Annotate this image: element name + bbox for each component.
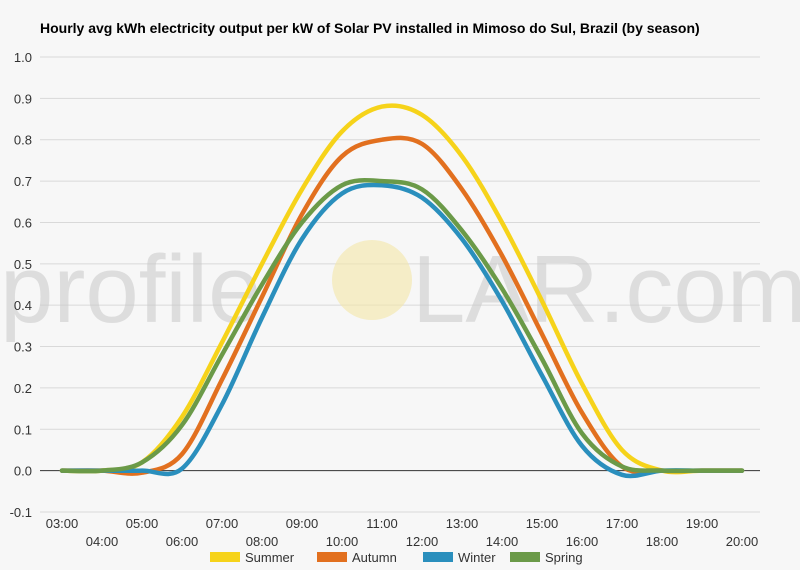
x-tick-label: 13:00 [446, 516, 479, 531]
legend: Summer Autumn Winter Spring [210, 550, 583, 565]
x-tick-label: 20:00 [726, 534, 759, 549]
legend-label-spring: Spring [545, 550, 583, 565]
x-tick-label: 08:00 [246, 534, 279, 549]
y-tick-label: 0.2 [14, 381, 32, 396]
y-tick-label: 0.1 [14, 422, 32, 437]
watermark-text-left: profile [0, 236, 261, 343]
y-tick-label: 0.4 [14, 298, 32, 313]
legend-swatch-autumn [317, 552, 347, 562]
y-tick-label: 0.6 [14, 215, 32, 230]
series-lines [59, 103, 745, 479]
chart-title: Hourly avg kWh electricity output per kW… [40, 20, 700, 36]
x-tick-label: 09:00 [286, 516, 319, 531]
watermark: profile LAR.com [0, 236, 800, 343]
watermark-sun-icon [332, 240, 412, 320]
x-tick-label: 19:00 [686, 516, 719, 531]
y-tick-label: 1.0 [14, 50, 32, 65]
x-tick-label: 12:00 [406, 534, 439, 549]
y-tick-label: 0.3 [14, 340, 32, 355]
x-tick-label: 18:00 [646, 534, 679, 549]
y-axis-ticks: 1.0 0.9 0.8 0.7 0.6 0.5 0.4 0.3 0.2 0.1 0.0 -0.1 [10, 50, 32, 520]
series-line-spring [59, 178, 745, 474]
legend-label-autumn: Autumn [352, 550, 397, 565]
legend-label-winter: Winter [458, 550, 496, 565]
legend-swatch-winter [423, 552, 453, 562]
x-tick-label: 15:00 [526, 516, 559, 531]
legend-label-summer: Summer [245, 550, 295, 565]
x-axis-ticks: 03:00 04:00 05:00 06:00 07:00 08:00 09:00 10:00… [46, 516, 759, 549]
x-tick-label: 16:00 [566, 534, 599, 549]
y-tick-label: 0.7 [14, 174, 32, 189]
x-tick-label: 05:00 [126, 516, 159, 531]
x-tick-label: 06:00 [166, 534, 199, 549]
y-tick-label: 0.0 [14, 464, 32, 479]
x-tick-label: 04:00 [86, 534, 119, 549]
y-tick-label: 0.9 [14, 91, 32, 106]
x-tick-label: 11:00 [366, 516, 398, 531]
series-line-winter [59, 182, 745, 479]
x-tick-label: 07:00 [206, 516, 239, 531]
x-tick-label: 14:00 [486, 534, 519, 549]
x-tick-label: 17:00 [606, 516, 639, 531]
y-tick-label: 0.5 [14, 257, 32, 272]
legend-swatch-spring [510, 552, 540, 562]
legend-swatch-summer [210, 552, 240, 562]
y-tick-label: -0.1 [10, 505, 32, 520]
y-tick-label: 0.8 [14, 133, 32, 148]
x-tick-label: 10:00 [326, 534, 359, 549]
x-tick-label: 03:00 [46, 516, 79, 531]
series-line-summer [59, 103, 745, 475]
